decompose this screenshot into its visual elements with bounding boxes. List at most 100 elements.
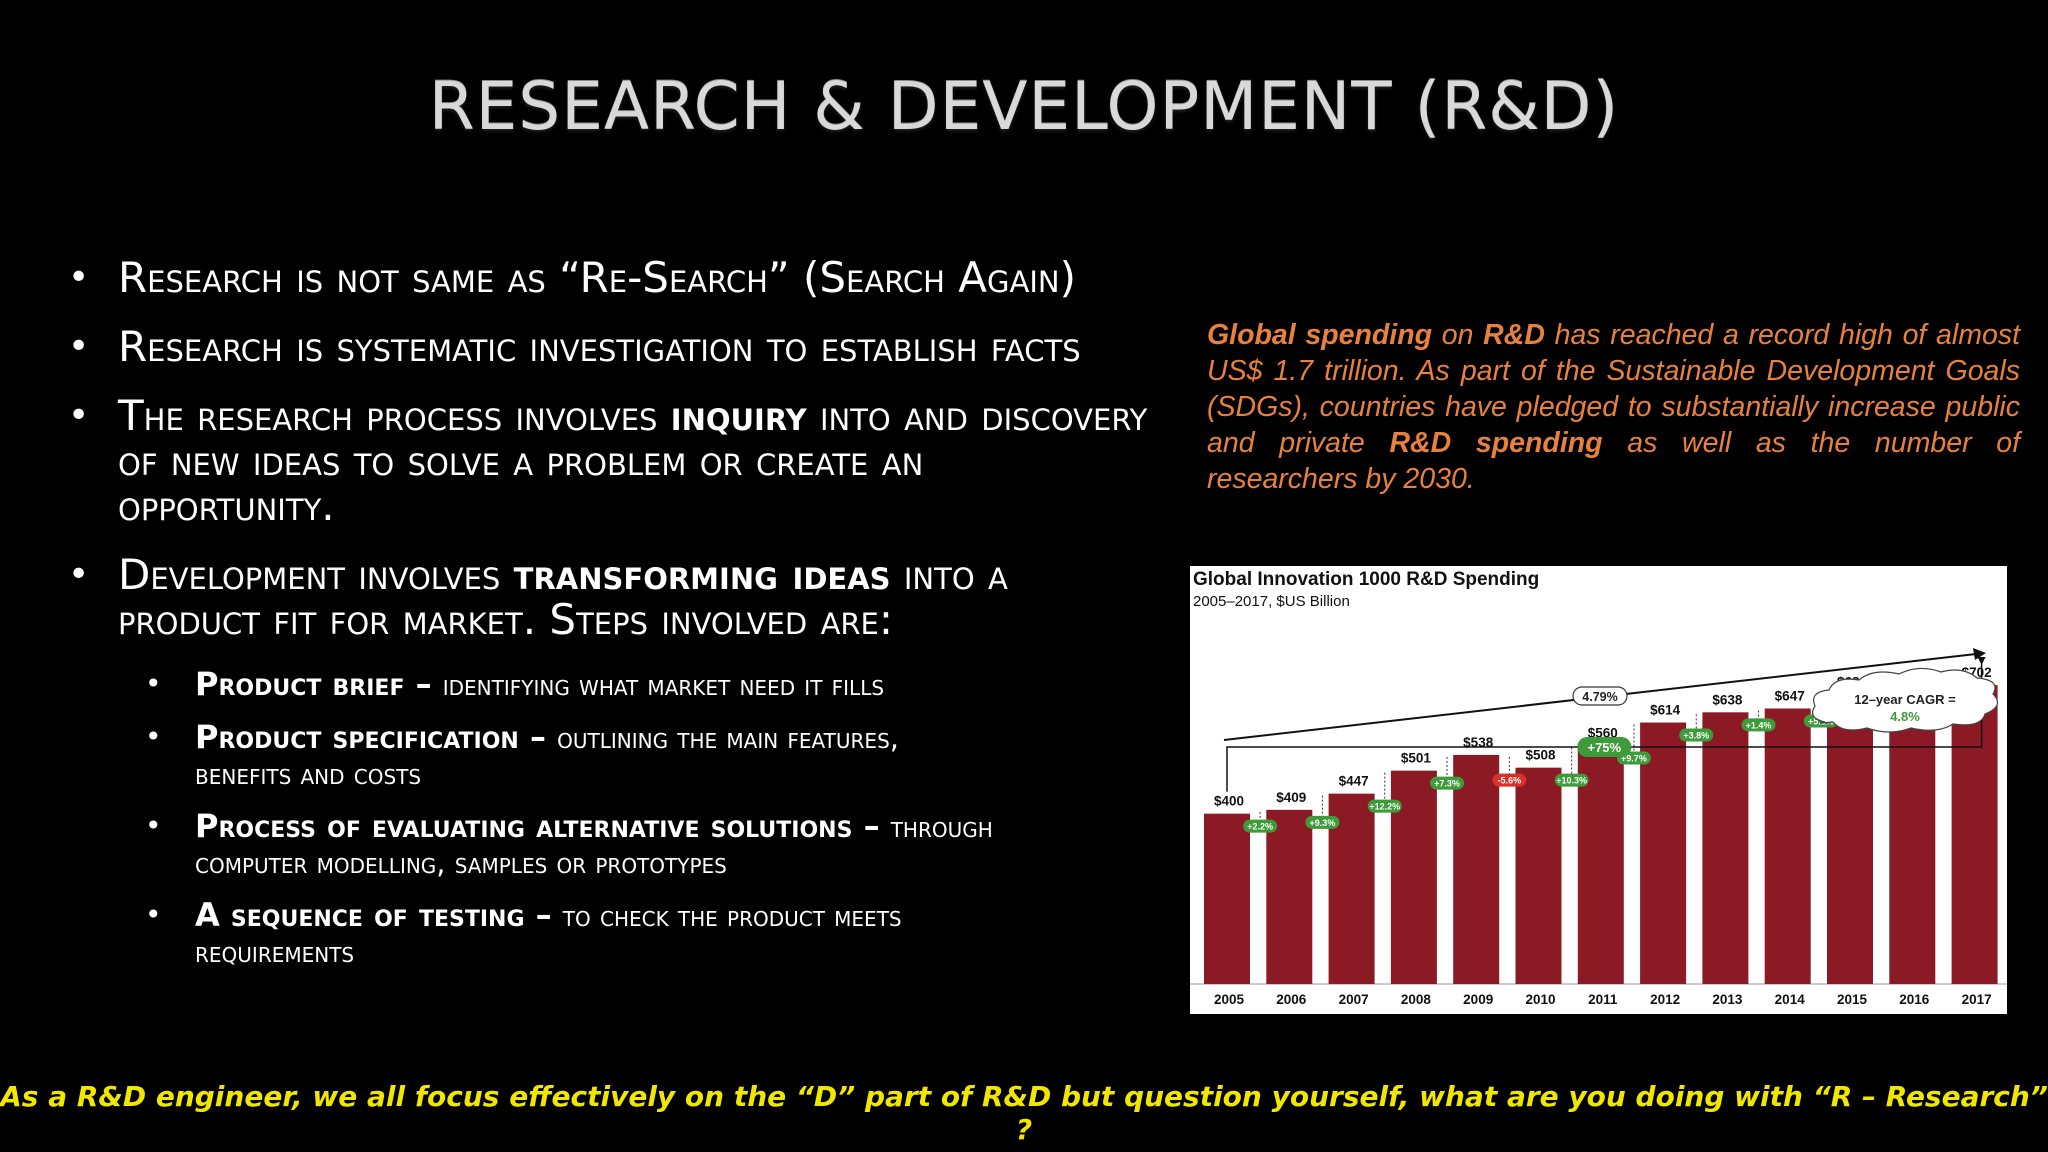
change-pill-label: +1.4%	[1746, 720, 1772, 730]
change-pill-label: +12.2%	[1369, 802, 1400, 812]
trend-label: 4.79%	[1582, 690, 1617, 704]
chart-bar	[1515, 767, 1562, 984]
sub-bullet-dash: –	[518, 718, 558, 756]
bullet-dot-icon: •	[68, 554, 90, 595]
chart-subtitle: 2005–2017, $US Billion	[1193, 593, 1350, 610]
bullet-item: • Research is systematic investigation t…	[68, 324, 1148, 369]
chart-svg: Global Innovation 1000 R&D Spending 2005–…	[1190, 569, 2007, 1007]
x-tick-label: 2013	[1712, 992, 1743, 1007]
x-tick-label: 2005	[1214, 992, 1245, 1007]
chart-bar	[1827, 694, 1873, 984]
quote-bold: R&D	[1483, 319, 1545, 351]
bullet-dot-icon: •	[68, 326, 90, 367]
sub-bullet-item: • Product brief – identifying what marke…	[68, 666, 1148, 703]
cagr-label: 12–year CAGR =	[1854, 692, 1956, 707]
bar-value-label: $538	[1463, 735, 1494, 750]
change-pill	[1554, 773, 1589, 787]
rd-spending-chart: Global Innovation 1000 R&D Spending 2005–…	[1190, 566, 2007, 1014]
bar-value-label: $638	[1712, 692, 1743, 707]
sub-bullet-text-line2: computer modelling, samples or prototype…	[195, 846, 727, 880]
x-tick-label: 2017	[1962, 992, 1992, 1007]
chart-bar	[1889, 694, 1936, 984]
change-pill-label: +7.3%	[1434, 779, 1460, 789]
x-tick-label: 2010	[1525, 992, 1555, 1007]
bullet-dot-icon: •	[145, 667, 162, 700]
bullet-text: Development involves	[118, 550, 514, 599]
x-tick-label: 2007	[1339, 992, 1369, 1007]
bar-value-label: $501	[1401, 751, 1432, 766]
bullet-text: The research process involves	[118, 391, 671, 440]
sub-bullet-dash: –	[404, 665, 443, 703]
sub-bullet-item: • Product specification – outlining the …	[68, 719, 1148, 792]
sub-bullet-item: • A sequence of testing – to check the p…	[68, 897, 1148, 970]
quote-bold: Global spending	[1207, 319, 1433, 351]
quote-text: has reached a record high of almost US$ …	[1207, 319, 2020, 459]
chart-bar	[1640, 722, 1687, 984]
x-tick-label: 2012	[1650, 992, 1680, 1007]
change-pill	[1679, 728, 1714, 742]
chart-bar	[1951, 685, 1998, 984]
bar-value-label: $409	[1276, 790, 1306, 805]
bullet-item: • Development involves transforming idea…	[68, 552, 1148, 642]
bar-value-label: $447	[1339, 774, 1369, 789]
bullet-dot-icon: •	[145, 720, 162, 753]
bullet-text: Research is not same as “Re-Search” (Sea…	[118, 253, 1076, 302]
spending-quote: Global spending on R&D has reached a rec…	[1207, 317, 2020, 497]
bullet-dot-icon: •	[145, 809, 162, 842]
x-tick-label: 2009	[1463, 992, 1493, 1007]
change-pill-label: +9.7%	[1621, 754, 1647, 764]
trend-badge	[1572, 686, 1628, 706]
bar-value-label: $614	[1650, 703, 1681, 718]
change-pill-label: +9.3%	[1310, 818, 1336, 828]
bullet-text: Research is systematic investigation to …	[118, 322, 1081, 371]
sub-bullet-title: A sequence of testing	[195, 896, 525, 934]
chart-title: Global Innovation 1000 R&D Spending	[1193, 569, 1539, 590]
total-change-pill	[1577, 737, 1632, 757]
change-pill-label: -5.6%	[1498, 776, 1522, 786]
chart-bar	[1204, 813, 1250, 984]
change-pill	[1243, 819, 1278, 833]
bullet-bold-text: inquiry	[670, 391, 807, 440]
bullet-dot-icon: •	[68, 257, 90, 298]
sub-bullet-item: • Process of evaluating alternative solu…	[68, 808, 1148, 881]
x-tick-label: 2016	[1899, 992, 1930, 1007]
bullet-text: into and discovery of new ideas to solve…	[118, 391, 1148, 530]
bar-value-label: $560	[1588, 726, 1618, 741]
chart-bar	[1702, 712, 1749, 984]
sub-bullet-title: Product brief	[195, 665, 405, 703]
sub-bullet-text-line2: requirements	[195, 935, 355, 969]
bullet-text: into a product fit for market. Steps inv…	[118, 550, 1008, 644]
slide-title: RESEARCH & DEVELOPMENT (R&D)	[428, 68, 1620, 145]
bar-value-label: $400	[1214, 794, 1244, 809]
bullet-dot-icon: •	[145, 898, 162, 931]
change-pill-label: +3.8%	[1683, 731, 1709, 741]
bullet-bold-text: transforming ideas	[513, 550, 891, 599]
bar-value-label: $647	[1775, 688, 1805, 703]
sub-bullet-title: Process of evaluating alternative soluti…	[195, 807, 853, 845]
change-pill	[1367, 799, 1402, 813]
trend-arrowhead	[1973, 648, 1986, 660]
change-pill-label: +10.3%	[1556, 776, 1587, 786]
cagr-cloud	[1812, 667, 1999, 733]
quote-text: as well as the number of researchers by …	[1207, 427, 2021, 495]
change-pill-label: +2.2%	[1247, 822, 1273, 832]
x-tick-label: 2011	[1588, 992, 1618, 1007]
total-change-label: +75%	[1587, 740, 1621, 755]
quote-bold: R&D spending	[1389, 427, 1603, 459]
sub-bullet-dash: –	[852, 807, 891, 845]
x-tick-label: 2015	[1837, 992, 1868, 1007]
change-pill	[1305, 815, 1340, 829]
x-tick-label: 2014	[1775, 992, 1806, 1007]
x-tick-label: 2006	[1276, 992, 1307, 1007]
bar-value-label: $508	[1525, 748, 1556, 763]
x-tick-label: 2008	[1401, 992, 1432, 1007]
quote-text: on	[1432, 319, 1484, 351]
sub-bullet-text-line2: benefits and costs	[195, 757, 422, 791]
bullet-list: • Research is not same as “Re-Search” (S…	[68, 255, 1148, 986]
change-pill	[1492, 773, 1527, 787]
change-pill	[1741, 718, 1776, 732]
chart-bar	[1453, 754, 1500, 984]
sub-bullet-text: outlining the main features,	[557, 721, 899, 755]
change-pill	[1430, 776, 1465, 790]
footer-question: As a R&D engineer, we all focus effectiv…	[0, 1080, 2048, 1146]
